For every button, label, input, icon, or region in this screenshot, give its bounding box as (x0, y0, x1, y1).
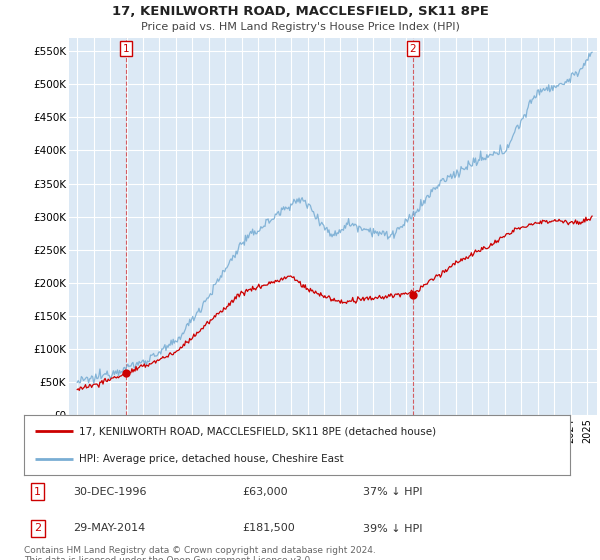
Text: 30-DEC-1996: 30-DEC-1996 (73, 487, 146, 497)
Text: 17, KENILWORTH ROAD, MACCLESFIELD, SK11 8PE (detached house): 17, KENILWORTH ROAD, MACCLESFIELD, SK11 … (79, 426, 436, 436)
Text: 2: 2 (410, 44, 416, 54)
Text: HPI: Average price, detached house, Cheshire East: HPI: Average price, detached house, Ches… (79, 454, 343, 464)
Text: Price paid vs. HM Land Registry's House Price Index (HPI): Price paid vs. HM Land Registry's House … (140, 22, 460, 32)
Text: 2: 2 (34, 524, 41, 534)
Text: £181,500: £181,500 (242, 524, 295, 534)
Text: Contains HM Land Registry data © Crown copyright and database right 2024.
This d: Contains HM Land Registry data © Crown c… (24, 546, 376, 560)
Text: 1: 1 (123, 44, 130, 54)
Text: £63,000: £63,000 (242, 487, 288, 497)
Text: 39% ↓ HPI: 39% ↓ HPI (362, 524, 422, 534)
Text: 1: 1 (34, 487, 41, 497)
Text: 37% ↓ HPI: 37% ↓ HPI (362, 487, 422, 497)
Text: 29-MAY-2014: 29-MAY-2014 (73, 524, 145, 534)
Text: 17, KENILWORTH ROAD, MACCLESFIELD, SK11 8PE: 17, KENILWORTH ROAD, MACCLESFIELD, SK11 … (112, 5, 488, 18)
